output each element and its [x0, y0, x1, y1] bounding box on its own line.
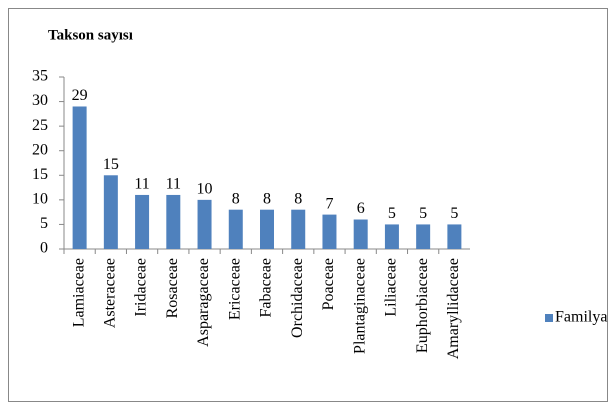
x-tick-label: Rosaceae: [164, 258, 181, 318]
x-tick-label: Asparagaceae: [195, 258, 212, 347]
y-tick-label: 30: [32, 92, 48, 109]
x-tick-label: Ericaceae: [226, 258, 243, 320]
y-tick-label: 5: [40, 215, 48, 232]
x-tick-label: Asteraceae: [102, 258, 119, 328]
x-tick-label: Orchidaceae: [289, 258, 306, 338]
legend-swatch: [545, 314, 553, 322]
bar: [72, 106, 87, 249]
data-label: 15: [103, 156, 119, 173]
chart-border: [8, 8, 608, 402]
bar: [384, 224, 399, 249]
bar: [228, 209, 243, 249]
y-tick-label: 20: [32, 141, 48, 158]
x-tick-label: Poaceae: [320, 258, 337, 310]
x-tick-label: Liliaceae: [383, 258, 400, 317]
data-label: 8: [263, 190, 271, 207]
data-label: 11: [166, 176, 181, 193]
data-label: 6: [357, 200, 365, 217]
bar: [353, 219, 368, 249]
y-tick-label: 0: [40, 240, 48, 257]
bar: [260, 209, 274, 249]
chart-title: Takson sayısı: [48, 27, 133, 43]
bar: [291, 209, 306, 249]
bar: [447, 224, 462, 249]
data-label: 5: [388, 205, 396, 222]
data-label: 5: [419, 205, 427, 222]
x-tick-label: Lamiaceae: [70, 258, 87, 327]
data-label: 8: [232, 190, 240, 207]
x-tick-label: Fabaceae: [258, 258, 275, 318]
x-tick-label: Amaryllidaceae: [445, 258, 462, 359]
y-tick-label: 35: [32, 68, 48, 85]
data-label: 5: [450, 205, 458, 222]
bar: [197, 199, 212, 249]
legend-label: Familya: [555, 309, 607, 326]
bar: [135, 194, 150, 249]
bar: [416, 224, 431, 249]
x-tick-label: Iridaceae: [133, 258, 150, 317]
bar: [103, 175, 118, 249]
y-tick-label: 15: [32, 166, 48, 183]
data-label: 7: [325, 195, 333, 212]
data-label: 11: [134, 176, 149, 193]
bar: [322, 214, 337, 249]
bar: [166, 194, 181, 249]
data-label: 29: [72, 87, 88, 104]
data-label: 8: [294, 190, 302, 207]
data-label: 10: [197, 181, 213, 198]
x-tick-label: Plantaginaceae: [351, 258, 368, 354]
y-tick-label: 10: [32, 191, 48, 208]
x-tick-label: Euphorbiaceae: [414, 258, 431, 353]
y-tick-label: 25: [32, 117, 48, 134]
